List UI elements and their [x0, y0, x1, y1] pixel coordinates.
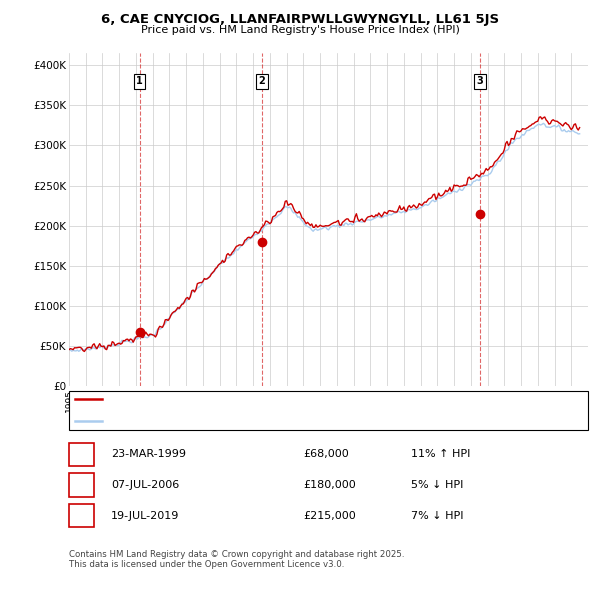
Text: £68,000: £68,000	[303, 450, 349, 459]
Text: 7% ↓ HPI: 7% ↓ HPI	[411, 511, 463, 520]
Text: 6, CAE CNYCIOG, LLANFAIRPWLLGWYNGYLL, LL61 5JS (detached house): 6, CAE CNYCIOG, LLANFAIRPWLLGWYNGYLL, LL…	[108, 395, 458, 404]
Text: £180,000: £180,000	[303, 480, 356, 490]
Text: 1: 1	[136, 77, 143, 86]
Text: Price paid vs. HM Land Registry's House Price Index (HPI): Price paid vs. HM Land Registry's House …	[140, 25, 460, 35]
Text: £215,000: £215,000	[303, 511, 356, 520]
Text: 11% ↑ HPI: 11% ↑ HPI	[411, 450, 470, 459]
Text: 2: 2	[78, 480, 85, 490]
Text: 19-JUL-2019: 19-JUL-2019	[111, 511, 179, 520]
Text: 6, CAE CNYCIOG, LLANFAIRPWLLGWYNGYLL, LL61 5JS: 6, CAE CNYCIOG, LLANFAIRPWLLGWYNGYLL, LL…	[101, 13, 499, 26]
Text: 23-MAR-1999: 23-MAR-1999	[111, 450, 186, 459]
Text: 1: 1	[78, 450, 85, 459]
Text: 07-JUL-2006: 07-JUL-2006	[111, 480, 179, 490]
Text: 3: 3	[78, 511, 85, 520]
Text: 5% ↓ HPI: 5% ↓ HPI	[411, 480, 463, 490]
Text: Contains HM Land Registry data © Crown copyright and database right 2025.
This d: Contains HM Land Registry data © Crown c…	[69, 550, 404, 569]
Text: HPI: Average price, detached house, Isle of Anglesey: HPI: Average price, detached house, Isle…	[108, 416, 366, 425]
Text: 2: 2	[259, 77, 265, 86]
Text: 3: 3	[476, 77, 483, 86]
